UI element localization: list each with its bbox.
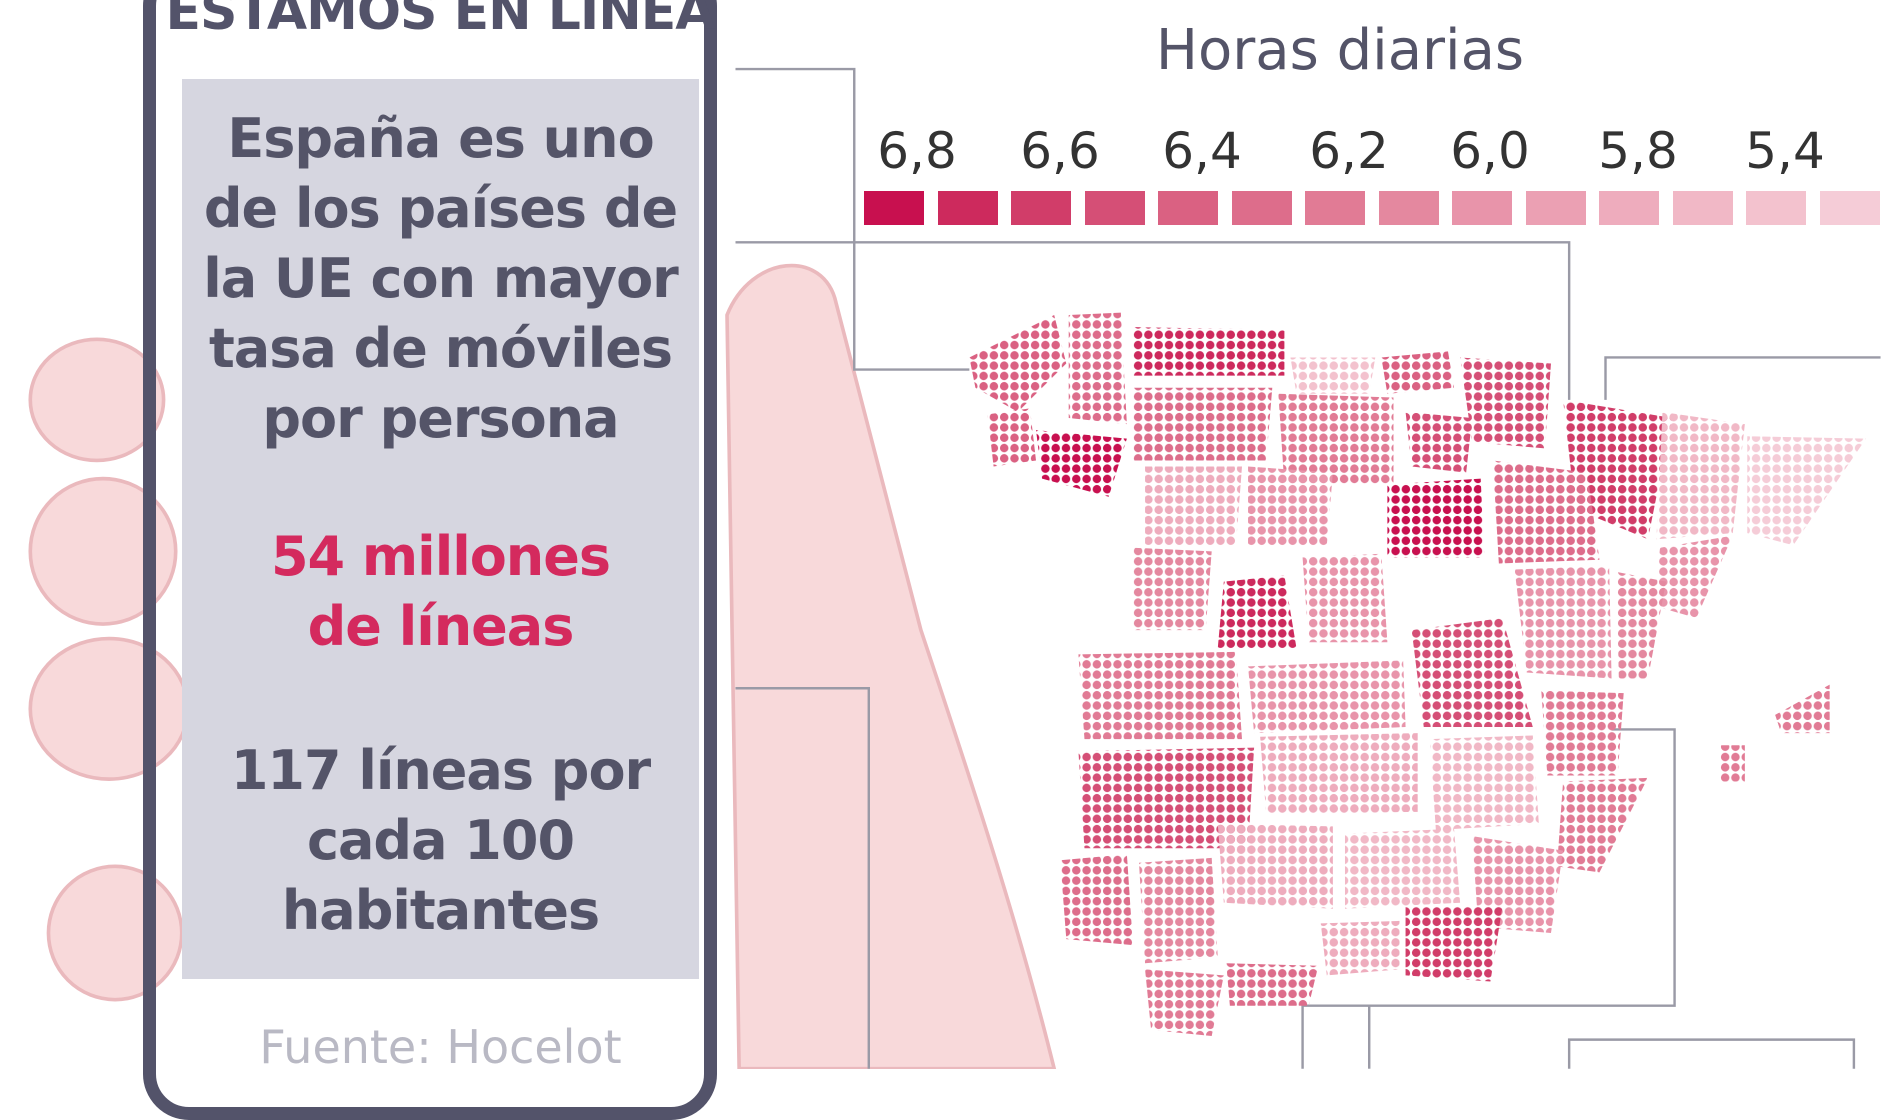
legend-label: 5,4 <box>1745 122 1825 180</box>
province-region <box>1616 571 1667 679</box>
province-region <box>1405 411 1473 473</box>
illustration <box>28 67 1881 1069</box>
province-region <box>1405 906 1503 982</box>
stat-line: 117 líneas por <box>230 739 651 802</box>
leader-lines <box>735 67 1881 1069</box>
province-region <box>1248 660 1406 734</box>
legend-swatch <box>1525 191 1586 225</box>
province-region <box>1068 312 1127 425</box>
province-region <box>1060 854 1133 946</box>
province-region <box>1557 777 1648 873</box>
province-region <box>987 408 1037 467</box>
province-region <box>1145 466 1242 546</box>
phone-title: ESTAMOS EN LÍNEA <box>165 0 715 42</box>
province-region <box>1411 617 1533 728</box>
map-subtitle: Horas diarias <box>1155 18 1525 83</box>
province-region <box>1656 411 1745 540</box>
province-region <box>1290 357 1376 394</box>
province-region <box>1381 351 1455 394</box>
phone-screen <box>182 79 699 979</box>
intro-line: la UE con mayor <box>203 247 679 310</box>
province-region <box>1132 547 1212 631</box>
highlight-line: 54 millones <box>270 525 611 588</box>
hand-illustration <box>28 263 1057 1069</box>
legend-swatch <box>1378 191 1439 225</box>
legend-label: 6,8 <box>877 122 957 180</box>
province-region <box>1036 430 1127 497</box>
stat-line: habitantes <box>281 879 600 942</box>
intro-line: España es uno <box>227 107 654 170</box>
spain-province-map <box>969 312 1867 1037</box>
province-region <box>1541 690 1624 776</box>
legend-swatch <box>1231 191 1292 225</box>
province-region <box>1145 969 1224 1037</box>
highlight-line: de líneas <box>307 595 575 658</box>
legend-label: 6,0 <box>1450 122 1530 180</box>
legend-swatch <box>937 191 998 225</box>
province-region <box>1132 327 1285 376</box>
province-region <box>1492 460 1600 564</box>
province-region <box>1260 733 1418 815</box>
legend-swatch <box>1819 191 1880 225</box>
stat-line: cada 100 <box>306 809 575 872</box>
province-region <box>1747 436 1867 546</box>
intro-text: España es uno de los países de la UE con… <box>182 104 699 454</box>
province-region <box>1344 828 1461 909</box>
lines-highlight: 54 millones de líneas <box>182 522 699 662</box>
province-region <box>1132 387 1273 461</box>
province-region <box>1078 747 1255 849</box>
legend-swatch <box>1158 191 1218 225</box>
province-region <box>1775 684 1830 734</box>
lines-per-100-stat: 117 líneas por cada 100 habitantes <box>182 736 699 946</box>
intro-line: tasa de móviles <box>208 317 673 380</box>
legend-label: 5,8 <box>1598 122 1678 180</box>
legend-swatch <box>1746 191 1806 225</box>
province-region <box>1387 478 1485 558</box>
province-region <box>1302 553 1388 643</box>
legend-swatch <box>1599 191 1659 225</box>
province-region <box>1078 651 1242 740</box>
province-region <box>1138 857 1218 964</box>
province-region <box>1460 357 1551 449</box>
province-region <box>1514 565 1612 679</box>
source-note: Fuente: Hocelot <box>259 1020 622 1074</box>
province-region <box>1429 735 1539 831</box>
legend-swatch <box>1084 191 1145 225</box>
province-region <box>1653 535 1733 618</box>
province-region <box>1320 920 1400 976</box>
province-region <box>1248 466 1333 546</box>
province-region <box>1217 575 1297 649</box>
legend-swatch <box>1305 191 1365 225</box>
legend-label: 6,2 <box>1309 122 1389 180</box>
province-region <box>1278 393 1394 485</box>
legend-label: 6,6 <box>1020 122 1100 180</box>
legend-swatch <box>1011 191 1071 225</box>
province-region <box>1720 745 1745 782</box>
legend-swatch <box>1452 191 1512 225</box>
intro-line: por persona <box>262 387 619 450</box>
province-region <box>1217 823 1333 909</box>
legend-swatch <box>1672 191 1733 225</box>
province-region <box>1226 963 1319 1006</box>
intro-line: de los países de <box>203 177 678 240</box>
province-region <box>969 315 1067 412</box>
legend-swatch <box>864 191 924 225</box>
legend-label: 6,4 <box>1162 122 1242 180</box>
